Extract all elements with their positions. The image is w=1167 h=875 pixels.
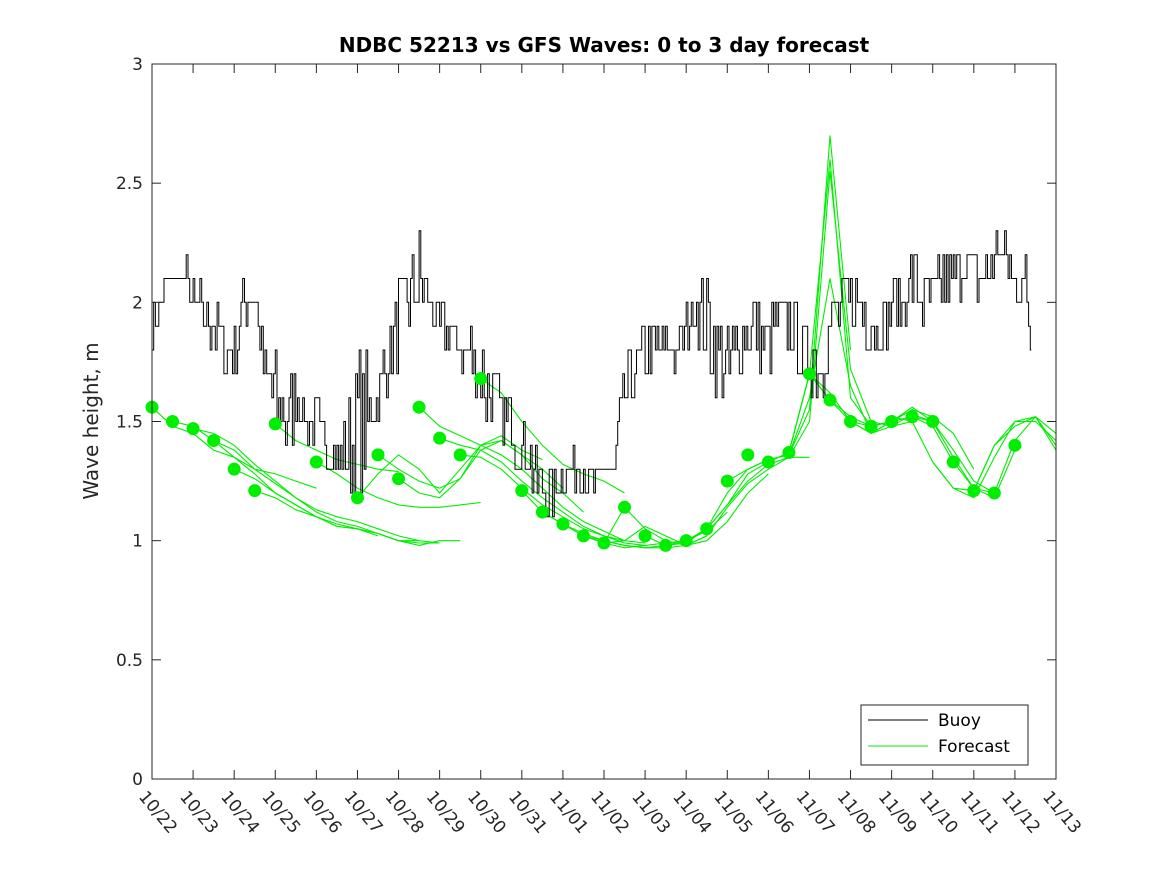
forecast-point bbox=[166, 415, 180, 428]
y-tick-label: 3 bbox=[132, 55, 143, 75]
legend: Buoy Forecast bbox=[860, 704, 1029, 766]
forecast-point bbox=[659, 538, 673, 552]
forecast-point bbox=[844, 415, 858, 428]
y-tick-label: 0 bbox=[132, 770, 143, 790]
chart-title: NDBC 52213 vs GFS Waves: 0 to 3 day fore… bbox=[339, 33, 870, 57]
y-tick-label: 2 bbox=[132, 293, 143, 313]
forecast-point bbox=[576, 529, 590, 543]
legend-box bbox=[860, 704, 1029, 766]
forecast-point bbox=[864, 419, 878, 433]
y-tick-label: 1.5 bbox=[116, 413, 143, 433]
forecast-point bbox=[802, 367, 816, 381]
forecast-point bbox=[885, 415, 899, 428]
forecast-point bbox=[350, 491, 364, 505]
forecast-point bbox=[782, 445, 796, 459]
buoy-line bbox=[152, 230, 1032, 518]
forecast-point bbox=[371, 448, 385, 462]
forecast-line bbox=[192, 428, 440, 544]
forecast-point bbox=[556, 517, 570, 531]
forecast-point bbox=[474, 372, 488, 386]
forecast-point bbox=[761, 455, 775, 469]
forecast-point bbox=[823, 393, 837, 407]
forecast-point bbox=[967, 484, 981, 498]
forecast-line bbox=[233, 468, 440, 544]
forecast-point bbox=[946, 455, 960, 469]
forecast-line bbox=[891, 416, 1056, 499]
forecast-line bbox=[254, 490, 461, 546]
forecast-line bbox=[973, 416, 1056, 491]
y-tick-label: 0.5 bbox=[116, 651, 143, 671]
y-tick-label: 1 bbox=[132, 532, 143, 552]
forecast-point bbox=[720, 474, 734, 488]
forecast-point bbox=[638, 529, 652, 543]
forecast-point bbox=[433, 431, 447, 445]
forecast-point bbox=[186, 422, 200, 436]
plot-area bbox=[145, 135, 1056, 552]
forecast-point bbox=[309, 455, 323, 469]
forecast-point bbox=[926, 415, 940, 428]
legend-buoy-label: Buoy bbox=[938, 711, 981, 731]
forecast-point bbox=[618, 500, 632, 514]
forecast-line bbox=[603, 456, 810, 546]
forecast-point bbox=[412, 400, 426, 414]
y-axis-label: Wave height, m bbox=[79, 342, 103, 499]
forecast-point bbox=[597, 536, 611, 550]
forecast-line bbox=[727, 278, 933, 482]
forecast-line bbox=[439, 437, 646, 544]
forecast-point bbox=[392, 472, 406, 486]
forecast-line bbox=[706, 171, 913, 530]
forecast-point bbox=[741, 448, 755, 462]
forecast-point bbox=[535, 505, 549, 519]
buoy-series bbox=[152, 230, 1032, 518]
forecast-point bbox=[700, 522, 714, 536]
forecast-point bbox=[268, 417, 282, 431]
forecast-line bbox=[316, 461, 481, 508]
forecast-point bbox=[227, 462, 241, 476]
forecast-analysis-points bbox=[145, 367, 1022, 552]
y-tick-label: 2.5 bbox=[116, 174, 143, 194]
forecast-line bbox=[583, 473, 769, 546]
forecast-point bbox=[679, 534, 693, 548]
forecast-point bbox=[515, 484, 529, 498]
forecast-point bbox=[905, 410, 919, 424]
forecast-point bbox=[1008, 438, 1022, 452]
forecast-point bbox=[453, 448, 467, 462]
forecast-point bbox=[207, 434, 221, 448]
forecast-point bbox=[987, 486, 1001, 500]
y-axis: 0 0.5 1 1.5 2 2.5 3 bbox=[116, 55, 1056, 790]
forecast-point bbox=[248, 484, 262, 498]
legend-forecast-label: Forecast bbox=[938, 737, 1010, 757]
